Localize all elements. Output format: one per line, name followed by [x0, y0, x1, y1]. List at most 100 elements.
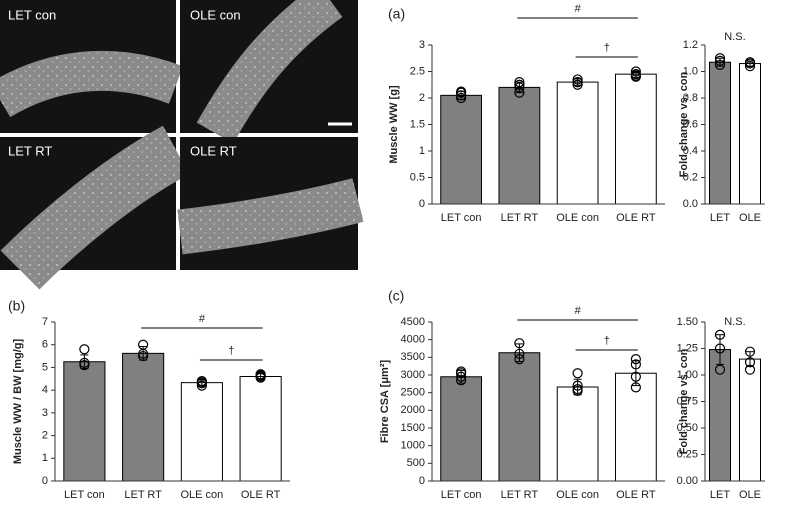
data-point: [456, 92, 467, 104]
y-tick-label: 4: [42, 384, 48, 396]
x-tick-label: OLE: [739, 489, 761, 501]
y-tick-label: 0: [42, 475, 48, 487]
x-tick-label: LET RT: [124, 489, 162, 501]
y-tick-label: 1.25: [677, 342, 698, 354]
data-point: [572, 385, 583, 396]
data-point: [572, 380, 583, 391]
fibre-nuclei: [197, 0, 342, 143]
y-tick-label: 3: [419, 39, 425, 51]
micrographs: LET con OLE con LET RT OLE RT: [0, 0, 364, 290]
bar: [556, 386, 599, 482]
bar: [614, 73, 657, 205]
significance-label: †: [228, 345, 234, 357]
data-point: [744, 346, 756, 357]
y-tick-label: 0.25: [677, 448, 698, 460]
y-tick-label: 0.5: [410, 171, 425, 183]
x-tick-label: OLE RT: [241, 489, 281, 501]
y-tick-label: 3500: [401, 351, 425, 363]
y-tick-label: 0.00: [677, 475, 698, 487]
fibre-nuclei: [1, 127, 189, 289]
bar: [63, 361, 106, 482]
data-point: [514, 338, 525, 349]
y-tick-label: 7: [42, 316, 48, 328]
data-point: [744, 364, 756, 375]
y-tick-label: 1: [419, 145, 425, 157]
data-point: [456, 368, 467, 379]
data-point: [630, 382, 641, 393]
data-point: [514, 87, 525, 98]
data-point: [714, 53, 726, 64]
data-point: [714, 59, 726, 70]
y-tick-label: 6: [42, 339, 48, 351]
y-tick-label: 0.6: [683, 118, 698, 130]
y-tick-label: 1.0: [683, 65, 698, 77]
x-tick-label: LET con: [64, 489, 105, 501]
data-point: [456, 375, 467, 386]
image-label: OLE con: [190, 7, 241, 22]
data-point: [630, 354, 641, 365]
x-tick-label: OLE: [739, 212, 761, 224]
y-tick-label: 4500: [401, 316, 425, 328]
y-tick-label: 500: [407, 457, 425, 469]
bar: [239, 376, 282, 482]
y-axis-label: Fibre CSA [μm²]: [379, 360, 391, 444]
y-tick-label: 0: [419, 475, 425, 487]
significance-label: #: [199, 313, 206, 325]
bar: [614, 372, 657, 482]
data-point: [572, 79, 583, 90]
significance-label: #: [575, 305, 582, 317]
y-tick-label: 2: [42, 429, 48, 441]
data-point: [514, 348, 525, 359]
y-tick-label: 1.00: [677, 369, 698, 381]
data-point: [744, 61, 756, 72]
data-point: [255, 370, 266, 381]
x-tick-label: LET RT: [501, 212, 539, 224]
y-tick-label: 0.8: [683, 92, 698, 104]
data-point: [630, 70, 641, 81]
bar: [122, 352, 165, 482]
y-tick-label: 2000: [401, 404, 425, 416]
y-tick-label: 3000: [401, 369, 425, 381]
bar: [440, 376, 483, 482]
y-tick-label: 1.50: [677, 316, 698, 328]
data-point: [79, 360, 90, 371]
bar: [498, 352, 541, 482]
y-tick-label: 1.5: [410, 118, 425, 130]
bar: [498, 86, 541, 205]
data-point: [514, 82, 525, 93]
y-tick-label: 1: [42, 452, 48, 464]
panel-label: (c): [388, 288, 404, 304]
data-point: [714, 343, 726, 354]
y-tick-label: 4000: [401, 334, 425, 346]
y-tick-label: 2: [419, 92, 425, 104]
data-point: [714, 55, 726, 67]
y-axis-label: Fold change vs. con: [678, 71, 690, 177]
y-axis-label: Muscle WW / BW [mg/g]: [12, 339, 24, 465]
y-tick-label: 0.2: [683, 171, 698, 183]
data-point: [572, 74, 583, 85]
image-label: LET con: [8, 7, 56, 22]
image-label: LET RT: [8, 143, 52, 158]
image-label: OLE RT: [190, 143, 237, 158]
y-tick-label: 1500: [401, 422, 425, 434]
significance-label: †: [604, 42, 610, 54]
data-point: [630, 359, 641, 370]
bar: [556, 81, 599, 205]
data-point: [79, 344, 90, 355]
y-tick-label: 3: [42, 407, 48, 419]
data-point: [714, 329, 726, 340]
data-point: [196, 377, 207, 388]
significance-label: †: [604, 335, 610, 347]
x-tick-label: OLE RT: [616, 489, 656, 501]
fibre-nuclei: [177, 179, 364, 254]
data-point: [572, 76, 583, 88]
significance-label: N.S.: [724, 31, 745, 43]
significance-label: #: [575, 3, 582, 15]
y-tick-label: 0.75: [677, 395, 698, 407]
y-tick-label: 2500: [401, 387, 425, 399]
data-point: [456, 90, 467, 101]
significance-label: N.S.: [724, 316, 745, 328]
y-tick-label: 1000: [401, 440, 425, 452]
x-tick-label: LET: [710, 212, 730, 224]
x-tick-label: OLE con: [180, 489, 223, 501]
